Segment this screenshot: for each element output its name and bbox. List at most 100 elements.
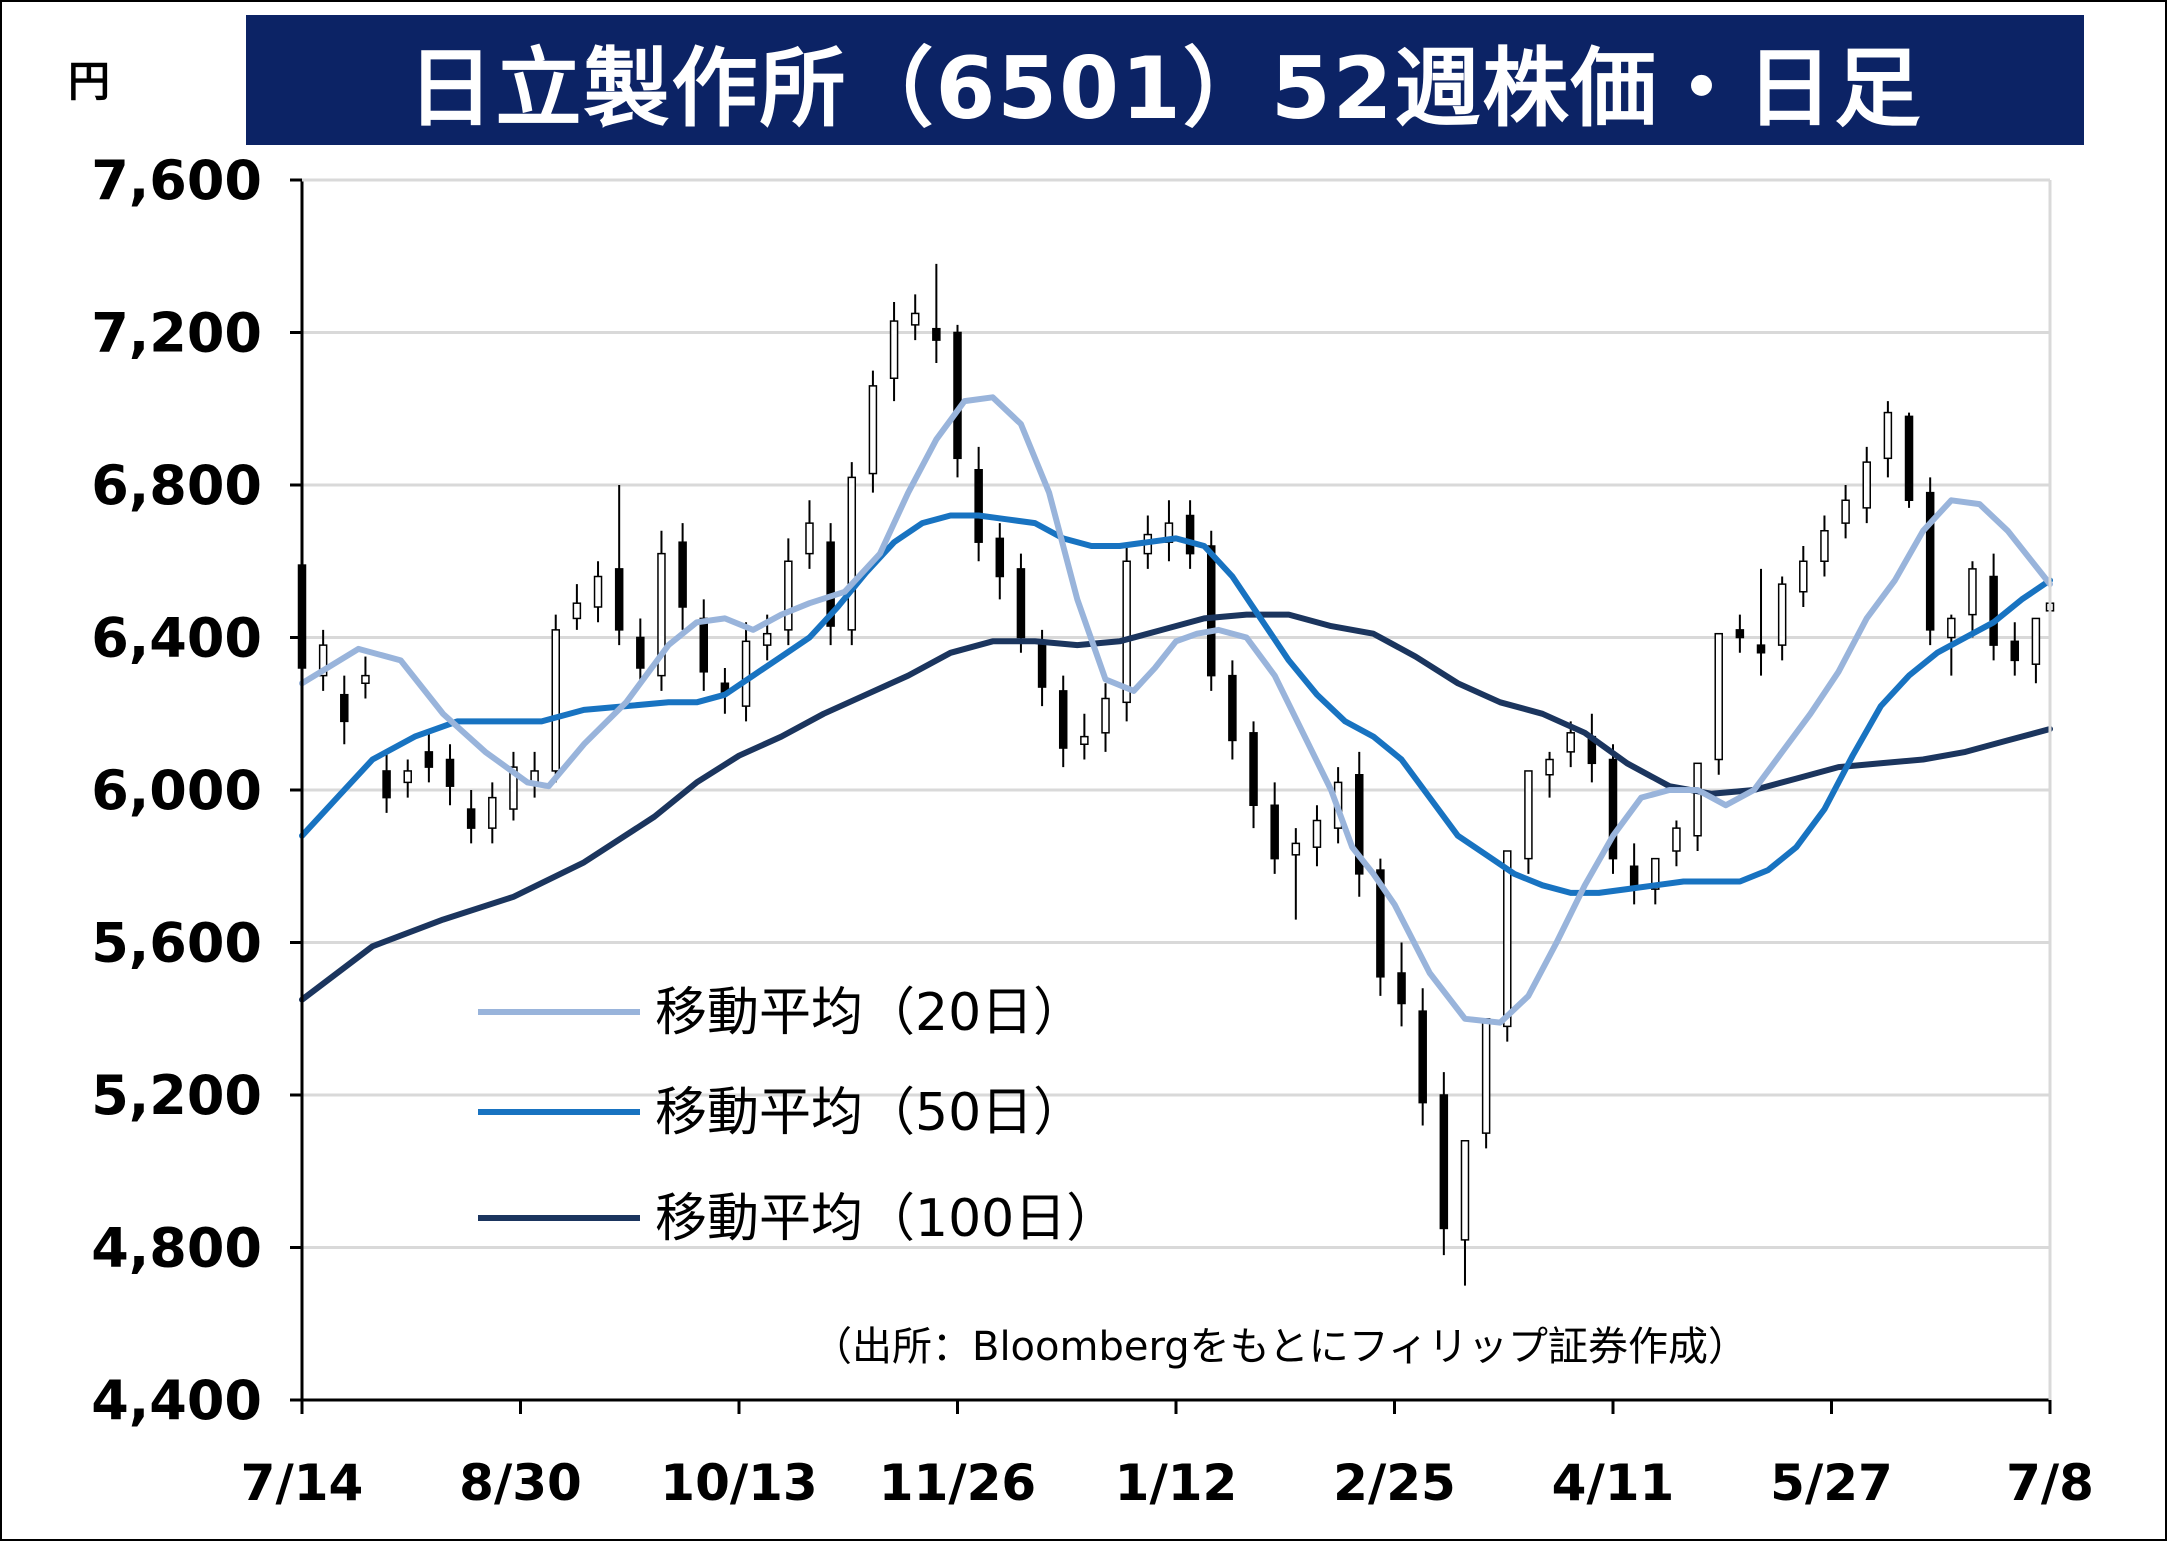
candle-57 (1503, 850, 1512, 1042)
candle-body (424, 751, 434, 768)
candle-14 (593, 561, 603, 623)
candle-72 (1820, 515, 1829, 577)
candle-body (1439, 1094, 1449, 1230)
candle-body (910, 312, 920, 326)
candle-21 (741, 622, 751, 722)
candle-75 (1883, 401, 1893, 478)
candle-body (1312, 819, 1322, 848)
candle-body (614, 568, 624, 631)
candle-body (1947, 617, 1956, 639)
candle-24 (805, 500, 814, 569)
candle-body (466, 808, 476, 829)
legend-label-ma20: 移動平均（20日） (655, 983, 1085, 1043)
y-tick-label-5600: 5,600 (91, 912, 262, 975)
candle-body (1460, 1140, 1470, 1241)
candle-6 (424, 729, 434, 783)
candle-68 (1735, 614, 1745, 653)
candle-63 (1629, 843, 1639, 905)
moving-average-lines (299, 394, 2053, 1026)
candle-body (361, 674, 370, 684)
candle-70 (1777, 576, 1787, 661)
candle-79 (1968, 561, 1977, 638)
x-tick-label-3: 11/26 (879, 1454, 1036, 1512)
candle-body (1228, 674, 1237, 742)
x-tick-label-8: 7/8 (2006, 1454, 2094, 1512)
source-note: （出所：Bloombergをもとにフィリップ証券作成） (812, 1324, 1748, 1370)
candle-61 (1587, 713, 1597, 783)
candle-body (445, 758, 455, 787)
x-tick-label-4: 1/12 (1115, 1454, 1238, 1512)
candle-body (1820, 530, 1829, 562)
candle-8 (466, 790, 476, 844)
candle-56 (1481, 1018, 1491, 1149)
series-line-ma50 (299, 512, 2053, 896)
candle-body (318, 644, 328, 677)
chart-title-banner: 日立製作所（6501）52週株価・日足 (246, 15, 2084, 145)
candle-body (974, 469, 983, 543)
candle-body (382, 770, 391, 799)
candle-19 (699, 599, 709, 691)
candle-body (1904, 415, 1914, 501)
candle-37 (1080, 713, 1089, 760)
candle-body (699, 617, 709, 673)
candle-body (1968, 568, 1977, 616)
candle-body (1777, 583, 1787, 646)
candle-body (1524, 770, 1533, 860)
candle-26 (847, 462, 857, 646)
legend-item-ma50: 移動平均（50日） (478, 1083, 1085, 1143)
candle-body (551, 629, 560, 772)
candle-body (1841, 499, 1850, 524)
candle-body (1270, 804, 1279, 860)
candle-body (657, 552, 666, 677)
candle-28 (889, 302, 899, 402)
candle-13 (572, 584, 582, 630)
legend-label-ma100: 移動平均（100日） (655, 1189, 1118, 1249)
candle-76 (1904, 412, 1914, 508)
candle-39 (1122, 546, 1131, 722)
candle-69 (1756, 568, 1766, 676)
candle-18 (678, 523, 687, 630)
candle-80 (1989, 553, 1998, 661)
candle-body (2031, 617, 2041, 665)
candle-65 (1672, 820, 1681, 867)
x-tick-label-5: 2/25 (1333, 1454, 1456, 1512)
series-line-ma100 (299, 611, 2053, 1003)
candlesticks (297, 263, 2055, 1286)
candle-58 (1524, 770, 1533, 874)
candle-body (1080, 735, 1089, 745)
candle-body (1291, 842, 1301, 856)
y-tick-label-4400: 4,400 (91, 1369, 262, 1432)
candle-17 (657, 530, 666, 691)
candle-48 (1312, 805, 1322, 867)
candle-10 (509, 751, 518, 821)
candle-32 (974, 446, 983, 562)
candle-body (741, 640, 751, 707)
candle-41 (1164, 500, 1174, 562)
candle-body (636, 636, 645, 669)
candle-16 (636, 618, 645, 684)
candle-body (1545, 758, 1554, 776)
candle-body (932, 327, 941, 341)
candle-34 (1016, 553, 1026, 653)
candle-body (1651, 857, 1660, 890)
candle-body (1249, 732, 1258, 806)
candle-1 (318, 629, 328, 691)
candle-body (1672, 827, 1681, 852)
candle-body (1397, 972, 1406, 1005)
candle-2 (340, 675, 349, 745)
y-axis-unit-label: 円 (68, 57, 111, 106)
y-tick-label-7200: 7,200 (91, 302, 262, 365)
candle-30 (932, 263, 941, 363)
candle-body (2010, 640, 2020, 662)
candle-33 (995, 523, 1005, 600)
candle-81 (2010, 622, 2020, 676)
candle-74 (1862, 446, 1871, 524)
candle-9 (488, 782, 497, 844)
legend-label-ma50: 移動平均（50日） (655, 1083, 1085, 1143)
candle-body (1629, 865, 1639, 887)
candle-body (805, 522, 814, 555)
candle-7 (445, 744, 455, 806)
candle-body (868, 385, 878, 475)
x-tick-label-2: 10/13 (660, 1454, 817, 1512)
candle-67 (1714, 632, 1723, 775)
